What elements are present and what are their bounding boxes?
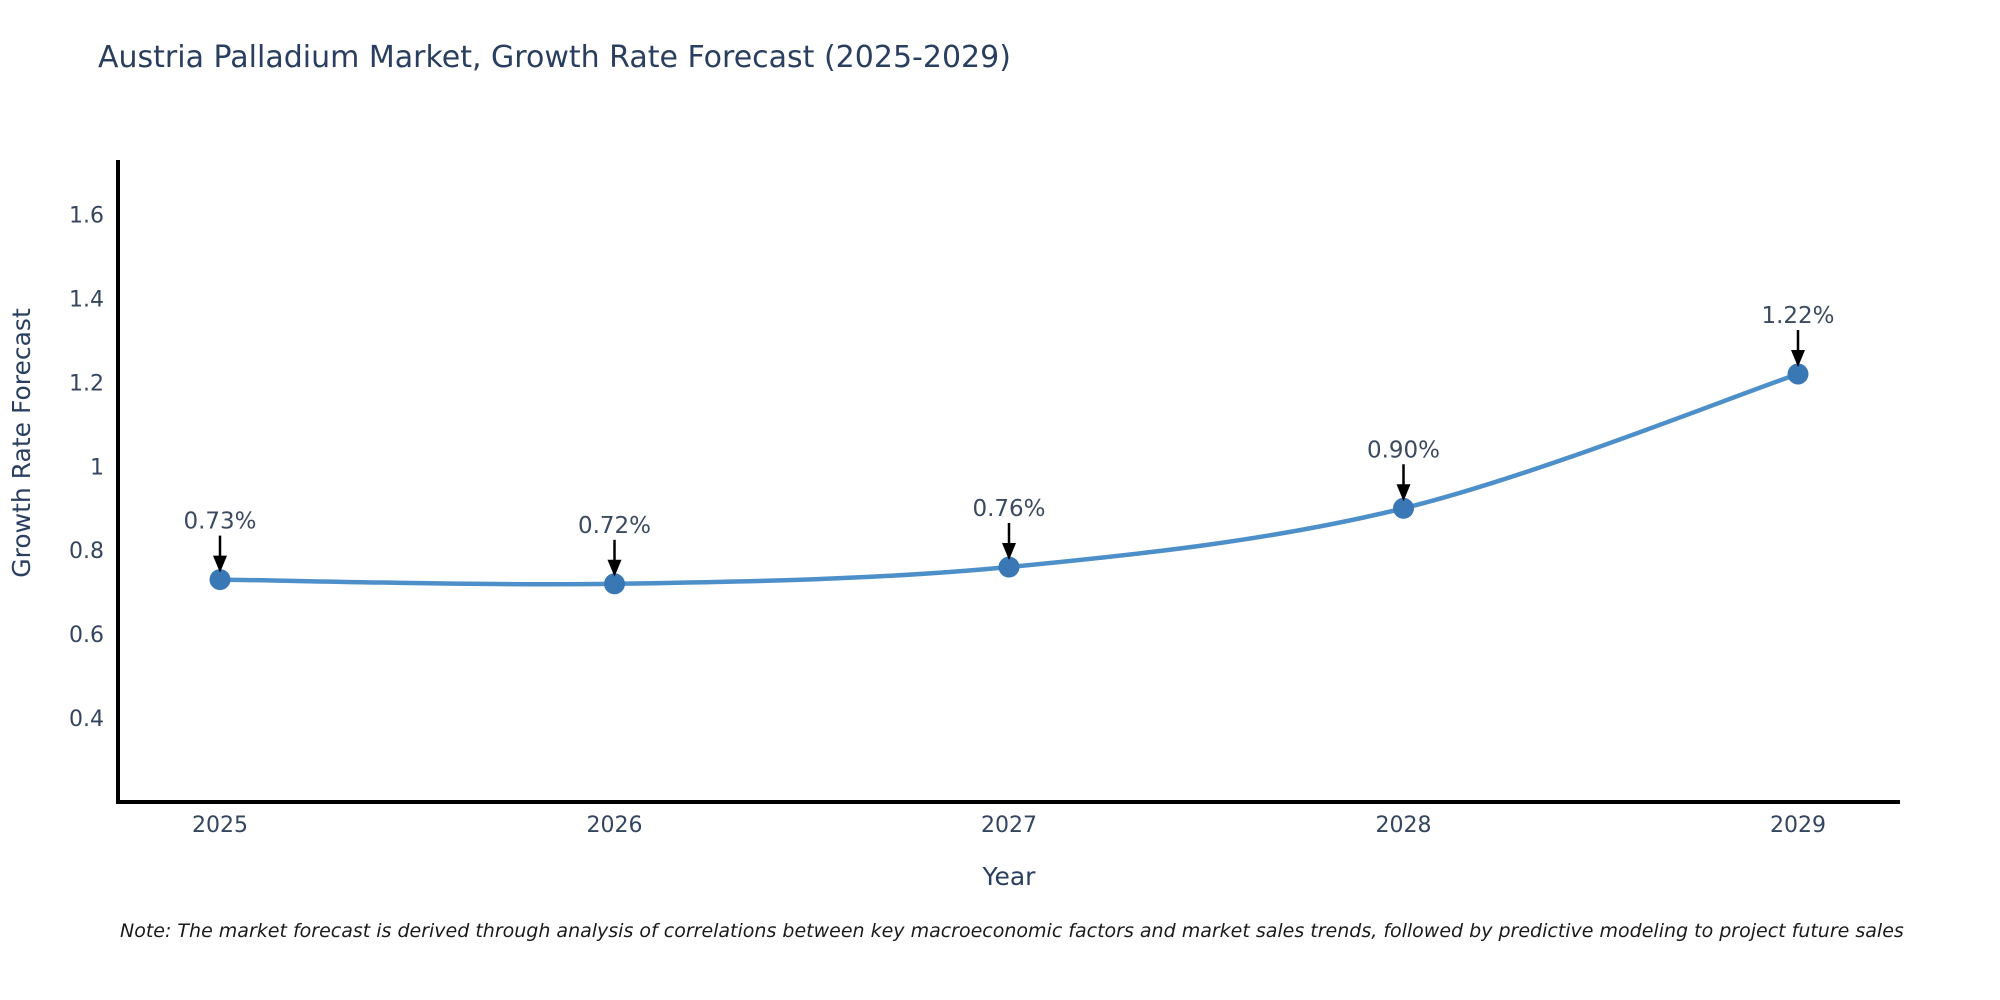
y-tick-label: 1.4: [69, 287, 104, 312]
data-point-marker: [1787, 363, 1809, 385]
x-tick-label: 2028: [1376, 813, 1432, 838]
footnote: Note: The market forecast is derived thr…: [120, 920, 1904, 942]
data-point-marker: [209, 569, 231, 591]
x-axis-title: Year: [982, 862, 1037, 891]
data-point-label: 0.90%: [1367, 437, 1440, 463]
y-tick-label: 0.6: [69, 623, 104, 648]
x-tick-label: 2029: [1770, 813, 1826, 838]
annotation-arrow-head: [1791, 350, 1805, 367]
annotation-arrow-head: [213, 555, 227, 573]
annotation-arrow-head: [607, 559, 622, 577]
y-tick-label: 0.8: [69, 539, 104, 564]
data-point-marker: [604, 573, 625, 595]
data-point-label: 1.22%: [1761, 303, 1834, 329]
x-tick-label: 2027: [981, 813, 1037, 838]
x-tick-label: 2026: [587, 813, 643, 838]
x-tick-label: 2025: [192, 813, 248, 838]
data-point-marker: [1393, 497, 1414, 519]
y-tick-label: 0.4: [69, 707, 104, 732]
annotation-arrow-head: [1002, 543, 1016, 561]
data-point-marker: [998, 556, 1020, 578]
annotation-arrow-head: [1396, 484, 1411, 502]
chart-title: Austria Palladium Market, Growth Rate Fo…: [98, 40, 1011, 75]
data-point-label: 0.73%: [183, 509, 256, 535]
y-tick-label: 1.2: [69, 371, 104, 396]
data-point-label: 0.76%: [972, 496, 1045, 522]
data-point-label: 0.72%: [578, 513, 651, 539]
y-axis-title: Growth Rate Forecast: [7, 308, 36, 578]
y-tick-label: 1.6: [69, 204, 104, 229]
axis-lines: [116, 160, 1900, 804]
y-tick-label: 1: [90, 455, 104, 480]
